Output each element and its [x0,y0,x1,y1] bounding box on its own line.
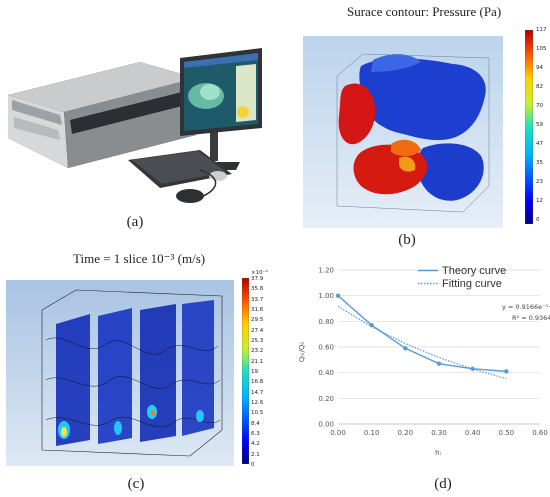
colorbar-b-tick-3: 82 [536,84,543,90]
x-axis-label: hᵢ [435,449,441,457]
caption-a: (a) [126,214,144,230]
y-tick-label: 0.40 [318,369,334,377]
colorbar-c-tick: 21.1 [251,358,264,365]
legend-label: Theory curve [442,265,506,277]
colorbar-c-tick: 25.3 [251,338,264,344]
y-tick-label: 1.20 [318,267,334,275]
colorbar-c-tick: 10.5 [251,410,264,417]
caption-c: (c) [127,476,145,492]
x-tick-label: 0.30 [431,429,447,437]
colorbar-c-tick: 35.8 [251,286,264,293]
colorbar-b-tick-5: 59 [536,122,543,128]
panel-c: Time = 1 slice 10⁻³ (m/s) [0,248,275,497]
colorbar-c-tick: 19 [251,369,258,375]
panel-b-title: Surace contour: Pressure (Pa) [347,4,502,19]
y-tick-label: 0.00 [318,421,334,429]
velocity-slice-plot [6,280,234,466]
colorbar-b-tick-4: 70 [536,103,543,109]
colorbar-c-tick: 16.8 [251,379,264,386]
pressure-colorbar [525,30,533,224]
colorbar-b-tick-2: 94 [536,65,543,71]
colorbar-c-tick: 8.4 [251,420,260,427]
x-tick-label: 0.00 [330,429,346,437]
data-point [504,369,509,374]
data-point [403,346,408,351]
colorbar-c-tick: 6.3 [251,431,260,437]
caption-b: (b) [398,232,416,248]
data-point [335,293,341,298]
velocity-colorbar [242,278,249,464]
colorbar-c-tick: 14.7 [251,389,264,396]
colorbar-c-tick: 23.2 [251,348,264,355]
x-tick-label: 0.20 [398,429,414,437]
colorbar-b-tick-10: 0 [536,217,540,223]
y-tick-label: 0.60 [318,344,334,352]
panel-c-title: Time = 1 slice 10⁻³ (m/s) [73,251,206,266]
colorbar-b-tick-9: 12 [536,198,543,204]
colorbar-b-tick-6: 47 [536,141,543,147]
data-point [436,361,442,366]
colorbar-c-tick: 37.9 [251,276,264,282]
panel-d: 0.00 0.20 0.40 0.60 0.80 1.00 1.20 0.00 0.10 0.20… [290,258,550,497]
colorbar-b-tick-1: 105 [536,46,547,52]
colorbar-c-tick: 4.2 [251,441,260,448]
fit-r-squared: R² = 0.9364 [512,314,550,322]
series-line [337,295,507,373]
colorbar-c-tick: 12.6 [251,400,264,406]
panel-a: (a) [0,0,270,240]
data-point [369,322,374,328]
x-tick-label: 0.10 [364,429,380,437]
pressure-contour-plot [303,36,503,228]
colorbar-c-tick: 29.5 [251,317,264,324]
colorbar-c-tick: 2.1 [251,451,260,458]
colorbar-c-tick: 31.6 [251,307,264,313]
colorbar-c-tick: 33.7 [251,296,264,303]
colorbar-b-tick-0: 117 [536,27,547,33]
fit-equation: y = 0.9166e⁻¹·⁹³⁶ˣ [502,303,550,311]
x-tick-label: 0.40 [465,429,481,437]
y-axis-label: Qₕᵢ/Q₀ [298,342,306,362]
instrument-illustration [8,48,262,203]
y-tick-label: 0.80 [318,318,334,326]
chart-d: 0.00 0.20 0.40 0.60 0.80 1.00 1.20 0.00 0.10 0.20… [298,265,550,457]
x-tick-label: 0.50 [499,429,515,437]
colorbar-b-tick-8: 23 [536,179,543,185]
colorbar-c-tick: 0 [251,462,255,468]
colorbar-c-tick: 27.4 [251,327,264,334]
colorbar-c-exponent: ×10⁻³ [251,270,268,276]
y-tick-label: 1.00 [318,292,334,300]
x-tick-label: 0.60 [532,429,548,437]
y-tick-label: 0.20 [318,395,334,403]
legend-label: Fitting curve [442,278,502,290]
panel-b: Surace contour: Pressure (Pa) [275,0,550,250]
caption-d: (d) [434,476,452,492]
colorbar-b-tick-7: 35 [536,160,543,166]
